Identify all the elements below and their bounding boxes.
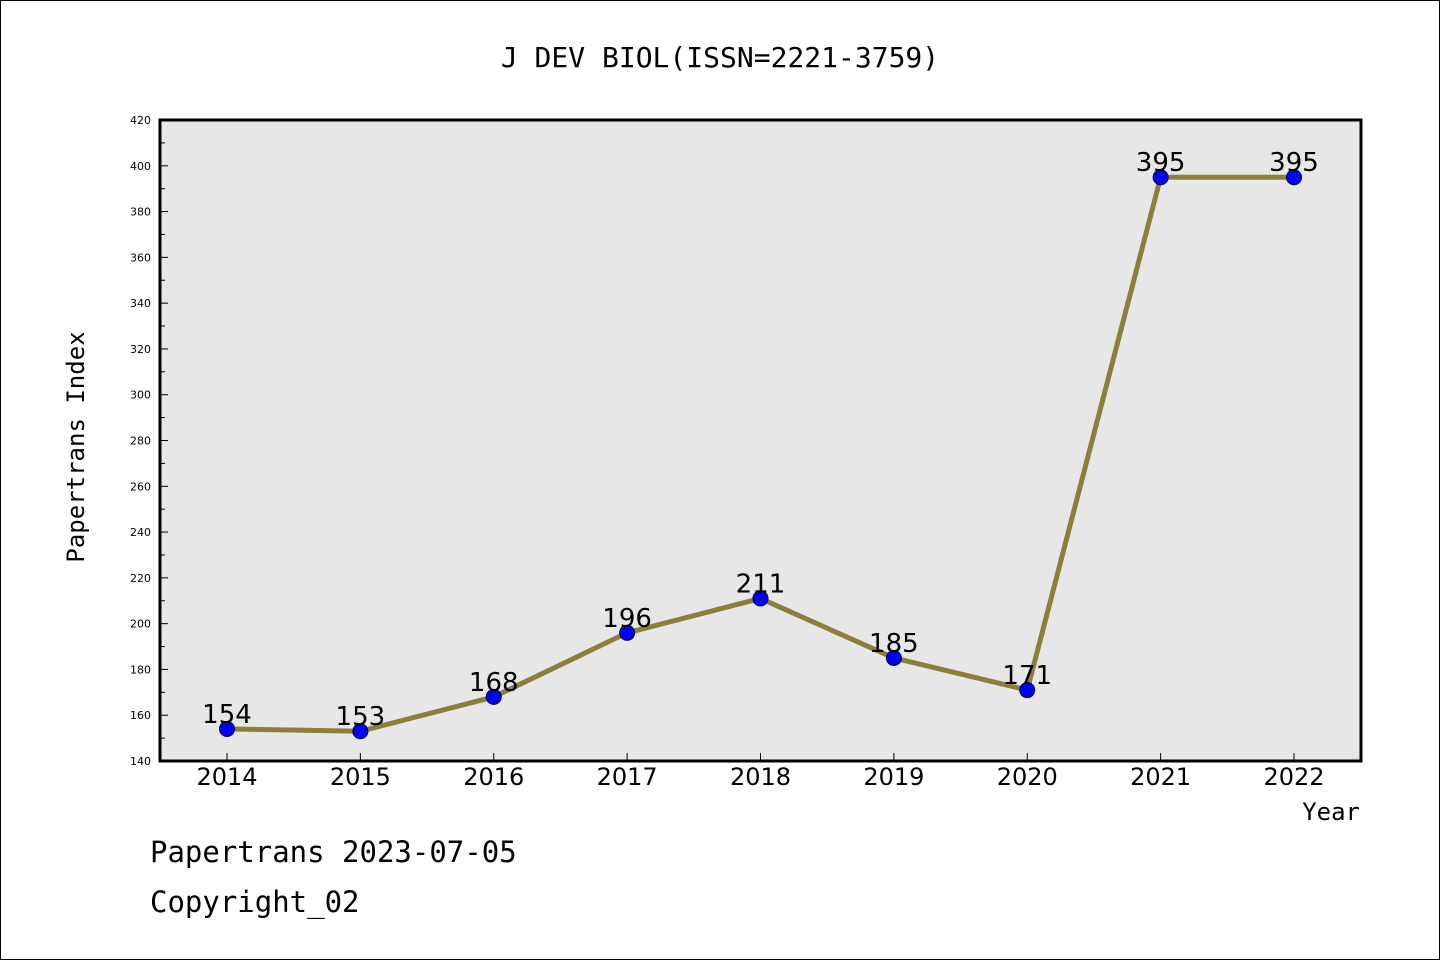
data-point [219,720,235,737]
data-label: 211 [736,569,786,599]
footer-date: Papertrans 2023-07-05 [150,835,517,869]
y-tick-label: 260 [130,480,151,493]
data-label: 185 [869,629,919,659]
data-label: 395 [1269,148,1319,178]
y-tick-label: 200 [130,618,151,631]
y-tick-label: 240 [130,526,151,539]
data-point [1286,169,1302,186]
y-tick-label: 160 [130,709,151,722]
y-tick-label: 360 [130,251,151,264]
y-tick-label: 280 [130,435,151,448]
y-tick-label: 400 [130,160,151,173]
data-point [352,723,369,740]
data-point [1019,682,1036,699]
y-axis-label: Papertrans Index [62,331,90,562]
data-label: 171 [1002,661,1052,691]
y-tick-label: 220 [130,572,151,585]
series-papertrans-index [219,169,1302,740]
data-point [1152,169,1169,186]
plot-border [158,118,1363,763]
x-tick-label: 2022 [1263,763,1324,791]
data-point [485,688,502,705]
y-tick-label: 300 [130,389,151,402]
x-tick-label: 2021 [1130,763,1191,791]
data-point [752,590,769,607]
x-tick-label: 2019 [863,763,924,791]
chart-title: J DEV BIOL(ISSN=2221-3759) [501,41,939,74]
x-axis-label: Year [1302,798,1360,826]
x-tick-label: 2015 [330,763,391,791]
y-tick-label: 140 [130,755,151,768]
footer-copyright: Copyright_02 [150,885,360,919]
y-tick-label: 340 [130,297,151,310]
x-tick-label: 2018 [730,763,791,791]
x-tick-label: 2017 [597,763,658,791]
y-tick-label: 180 [130,663,151,676]
data-label: 154 [202,700,252,730]
data-label: 168 [469,668,519,698]
x-tick-label: 2016 [463,763,524,791]
data-label: 395 [1136,148,1186,178]
y-tick-label: 420 [130,114,151,127]
data-labels: 154 153 168 196 211 185 171 395 395 [202,148,1319,732]
x-tick-label: 2020 [997,763,1058,791]
plot-area [160,120,1361,761]
y-tick-label: 380 [130,206,151,219]
data-label: 196 [602,604,652,634]
x-tick-label: 2014 [196,763,257,791]
data-point [885,649,902,666]
x-axis-ticks: 2014 2015 2016 2017 2018 2019 2020 2021 2022 [196,753,1325,791]
y-tick-label: 320 [130,343,151,356]
data-label: 153 [336,702,386,732]
data-point [619,624,636,641]
y-axis-ticks: 140 160 180 200 220 240 260 280 300 320 340 360 380 4… [130,114,168,768]
